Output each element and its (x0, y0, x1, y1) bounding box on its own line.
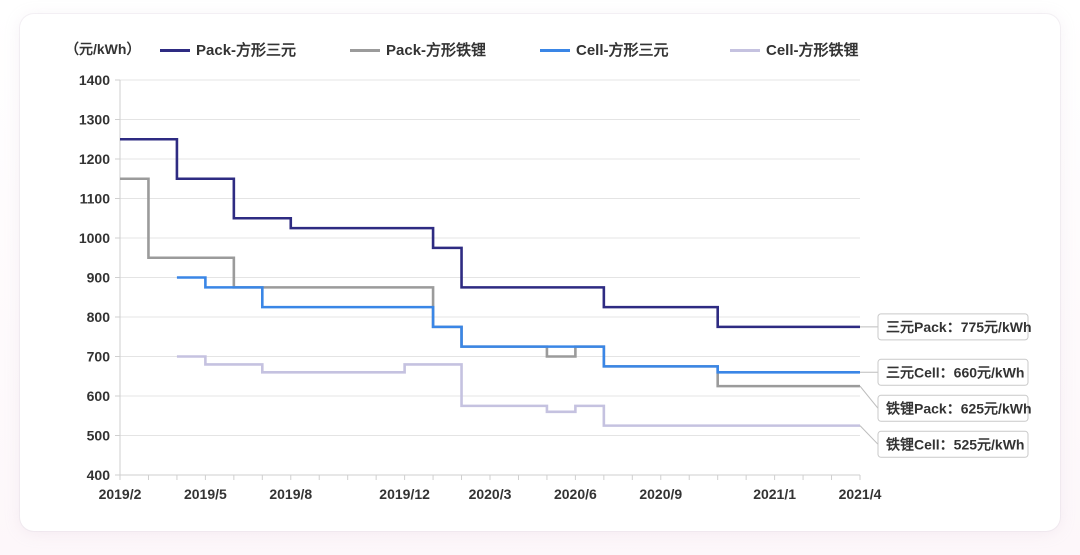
y-tick-label: 1000 (79, 230, 110, 246)
chart-card: 400 500 600 700 800 900 1000 1100 1200 1300 1400 20… (20, 14, 1060, 531)
series-line (120, 179, 860, 386)
y-tick-label: 700 (87, 349, 111, 365)
y-tick-label: 500 (87, 428, 111, 444)
callout-connector (860, 386, 878, 408)
series-line (177, 357, 860, 426)
callout-label: 三元Cell：660元/kWh (886, 364, 1024, 380)
x-tick-label: 2020/3 (469, 486, 512, 502)
callout-label: 铁锂Cell：525元/kWh (886, 436, 1024, 452)
x-tick-label: 2019/8 (269, 486, 312, 502)
series-line (177, 278, 860, 373)
price-chart: 400 500 600 700 800 900 1000 1100 1200 1300 1400 20… (20, 14, 1060, 531)
y-tick-label: 600 (87, 388, 111, 404)
y-tick-label: 900 (87, 270, 111, 286)
callout-connector (860, 426, 878, 445)
callout-label: 铁锂Pack：625元/kWh (886, 400, 1032, 416)
y-axis-title: （元/kWh） (65, 41, 140, 57)
x-tick-label: 2020/9 (639, 486, 682, 502)
legend-swatch (350, 49, 380, 52)
x-tick-label: 2021/1 (753, 486, 796, 502)
x-tick-label: 2020/6 (554, 486, 597, 502)
legend-label: Cell-方形三元 (576, 41, 669, 59)
legend-swatch (160, 49, 190, 52)
y-tick-label: 1300 (79, 112, 110, 128)
x-tick-label: 2019/2 (99, 486, 142, 502)
legend-label: Pack-方形铁锂 (386, 41, 486, 59)
series-line (120, 139, 860, 327)
y-tick-label: 1100 (80, 191, 111, 207)
page-outer: 400 500 600 700 800 900 1000 1100 1200 1300 1400 20… (0, 0, 1080, 555)
y-tick-label: 800 (87, 309, 111, 325)
legend-swatch (540, 49, 570, 52)
x-tick-label: 2019/5 (184, 486, 227, 502)
legend-swatch (730, 49, 760, 52)
y-tick-label: 1400 (79, 72, 110, 88)
legend-label: Pack-方形三元 (196, 41, 296, 59)
y-tick-label: 400 (87, 467, 111, 483)
callout-label: 三元Pack：775元/kWh (886, 319, 1032, 335)
y-tick-label: 1200 (79, 151, 110, 167)
x-tick-label: 2021/4 (839, 486, 882, 502)
x-tick-label: 2019/12 (379, 486, 430, 502)
legend-label: Cell-方形铁锂 (766, 41, 859, 59)
